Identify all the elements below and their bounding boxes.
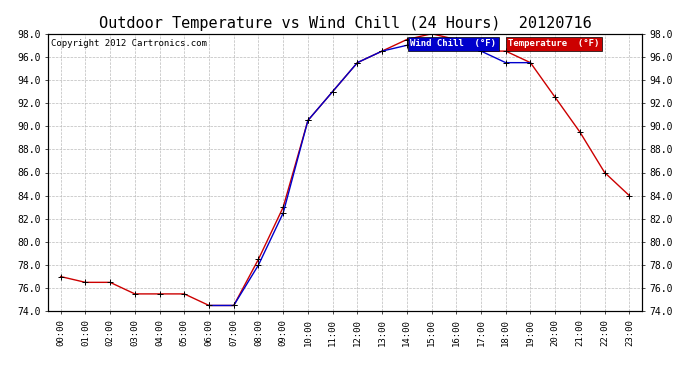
Title: Outdoor Temperature vs Wind Chill (24 Hours)  20120716: Outdoor Temperature vs Wind Chill (24 Ho… xyxy=(99,16,591,31)
Text: Wind Chill  (°F): Wind Chill (°F) xyxy=(411,39,496,48)
Text: Temperature  (°F): Temperature (°F) xyxy=(509,39,600,48)
Text: Copyright 2012 Cartronics.com: Copyright 2012 Cartronics.com xyxy=(51,39,207,48)
